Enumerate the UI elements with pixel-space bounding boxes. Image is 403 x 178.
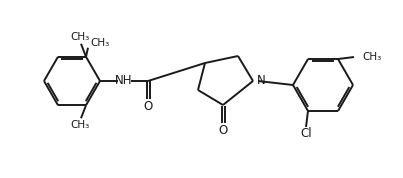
- Text: CH₃: CH₃: [71, 120, 89, 130]
- Text: NH: NH: [115, 75, 133, 88]
- Text: O: O: [143, 101, 153, 114]
- Text: N: N: [257, 75, 266, 88]
- Text: O: O: [218, 124, 228, 137]
- Text: CH₃: CH₃: [90, 38, 109, 48]
- Text: CH₃: CH₃: [71, 32, 89, 42]
- Text: Cl: Cl: [300, 127, 312, 140]
- Text: CH₃: CH₃: [362, 52, 381, 62]
